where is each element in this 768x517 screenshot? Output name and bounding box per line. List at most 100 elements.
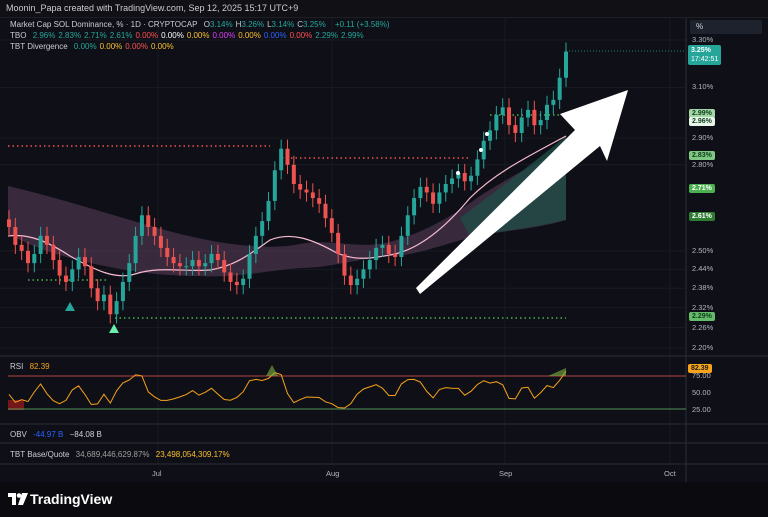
ohlc-c: C3.25% bbox=[297, 20, 326, 29]
candle-body bbox=[215, 253, 220, 261]
candle-body bbox=[222, 260, 227, 273]
candle-body bbox=[19, 244, 24, 251]
tbt-value-2: 23,498,054,309.17% bbox=[155, 450, 230, 459]
price-tick-label: 2.26% bbox=[692, 322, 714, 332]
obv-value-1: -44.97 B bbox=[33, 430, 64, 439]
candle-body bbox=[51, 244, 56, 261]
candle-body bbox=[526, 109, 531, 118]
tbt-legend: TBT Base/Quote 34,689,446,629.87% 23,498… bbox=[10, 450, 234, 459]
chart-canvas[interactable] bbox=[0, 18, 768, 482]
price-tick-label: 2.90% bbox=[692, 133, 714, 143]
divergence-value: 0.00% bbox=[125, 42, 148, 51]
candle-body bbox=[317, 198, 322, 204]
chart-area[interactable]: Market Cap SOL Dominance, % · 1D · CRYPT… bbox=[0, 18, 768, 482]
tbo-value: 2.96% bbox=[32, 31, 56, 40]
candle-body bbox=[367, 260, 372, 270]
change-value: +0.11 (+3.58%) bbox=[334, 20, 390, 29]
tbo-value: 2.99% bbox=[340, 31, 364, 40]
candle-body bbox=[481, 140, 486, 160]
candle-body bbox=[380, 244, 385, 248]
candle-body bbox=[564, 51, 568, 78]
unit-label: % bbox=[696, 22, 704, 31]
candle-body bbox=[310, 192, 315, 199]
legend-symbol-row: Market Cap SOL Dominance, % · 1D · CRYPT… bbox=[10, 20, 394, 29]
divergence-value: 0.00% bbox=[73, 42, 97, 51]
candle-body bbox=[304, 189, 309, 193]
candle-body bbox=[329, 218, 334, 233]
legend-divergence-row: TBT Divergence 0.00% 0.00% 0.00% 0.00% bbox=[10, 42, 181, 51]
obv-legend: OBV -44.97 B −84.08 B bbox=[10, 430, 106, 439]
time-tick-label: Oct bbox=[664, 469, 676, 478]
level-badge: 2.83% bbox=[689, 150, 715, 160]
candle-body bbox=[355, 278, 360, 286]
rsi-legend: RSI 82.39 bbox=[10, 362, 54, 371]
candle-body bbox=[450, 178, 455, 185]
candle-body bbox=[177, 263, 182, 267]
rsi-overbought-fill bbox=[548, 368, 566, 376]
tbo-value: 2.29% bbox=[315, 31, 338, 40]
signal-dot bbox=[456, 171, 460, 175]
tbo-value: 0.00% bbox=[238, 31, 261, 40]
candle-body bbox=[247, 253, 252, 279]
tbo-label: TBO bbox=[10, 31, 27, 40]
candle-body bbox=[101, 294, 106, 302]
tradingview-logo-icon bbox=[8, 493, 28, 505]
tbo-value: 0.00% bbox=[161, 31, 184, 40]
candle-body bbox=[431, 192, 436, 204]
candle-body bbox=[443, 184, 448, 193]
candle-body bbox=[203, 263, 208, 267]
unit-toggle-button[interactable]: % bbox=[690, 20, 762, 34]
level-badge: 2.29% bbox=[689, 311, 715, 321]
price-tick-label: 3.30% bbox=[692, 35, 714, 44]
rsi-label: RSI bbox=[10, 362, 24, 371]
rsi-line bbox=[8, 370, 567, 409]
trend-arrow bbox=[416, 90, 628, 294]
candle-body bbox=[285, 148, 290, 165]
price-tick-label: 2.32% bbox=[692, 302, 714, 312]
candle-body bbox=[253, 235, 258, 254]
candle-body bbox=[114, 301, 119, 315]
candle-body bbox=[412, 198, 417, 216]
legend-tbo-row: TBO 2.96% 2.83% 2.71% 2.61% 0.00% 0.00% 0.00% 0… bbox=[10, 31, 371, 40]
ohlc-o: O3.14% bbox=[203, 20, 233, 29]
candle-body bbox=[120, 281, 125, 302]
price-tick-label: 2.20% bbox=[692, 343, 714, 352]
price-tick-label: 2.50% bbox=[692, 245, 714, 255]
tbo-value: 0.00% bbox=[135, 31, 159, 40]
time-tick-label: Aug bbox=[326, 469, 340, 478]
candle-body bbox=[494, 114, 499, 131]
candle-body bbox=[323, 203, 328, 219]
candle-body bbox=[260, 221, 265, 236]
brand-name: TradingView bbox=[30, 491, 113, 507]
moving-average-line bbox=[7, 135, 567, 277]
divergence-label: TBT Divergence bbox=[10, 42, 68, 51]
candle-body bbox=[532, 109, 537, 126]
signal-dot bbox=[479, 148, 483, 152]
candle-body bbox=[418, 186, 423, 199]
tbo-cloud-band bbox=[8, 146, 566, 277]
candle-body bbox=[507, 107, 512, 126]
current-price-text: 3.25% bbox=[691, 47, 711, 54]
rsi-oversold-fill bbox=[8, 400, 24, 410]
time-tick-label: Jul bbox=[152, 469, 162, 478]
top-credit-bar: Moonin_Papa created with TradingView.com… bbox=[0, 0, 768, 18]
credit-text: Moonin_Papa created with TradingView.com… bbox=[6, 3, 299, 13]
ohlc-values: O3.14% H3.26% L3.14% C3.25% bbox=[204, 20, 329, 29]
buy-signal-marker bbox=[109, 324, 119, 333]
footer: TradingView bbox=[0, 482, 768, 517]
candle-body bbox=[405, 215, 410, 236]
countdown-text: 17:42:51 bbox=[691, 56, 719, 63]
candle-body bbox=[374, 247, 379, 261]
level-badge: 2.96% bbox=[689, 116, 715, 126]
signal-dot bbox=[485, 132, 489, 136]
candle-body bbox=[25, 250, 30, 264]
obv-label: OBV bbox=[10, 430, 27, 439]
candle-body bbox=[32, 253, 37, 264]
candle-body bbox=[228, 272, 233, 282]
candle-body bbox=[291, 164, 296, 185]
candle-body bbox=[196, 260, 201, 267]
candle-body bbox=[361, 269, 366, 279]
candle-body bbox=[108, 294, 113, 315]
candle-body bbox=[44, 235, 49, 245]
